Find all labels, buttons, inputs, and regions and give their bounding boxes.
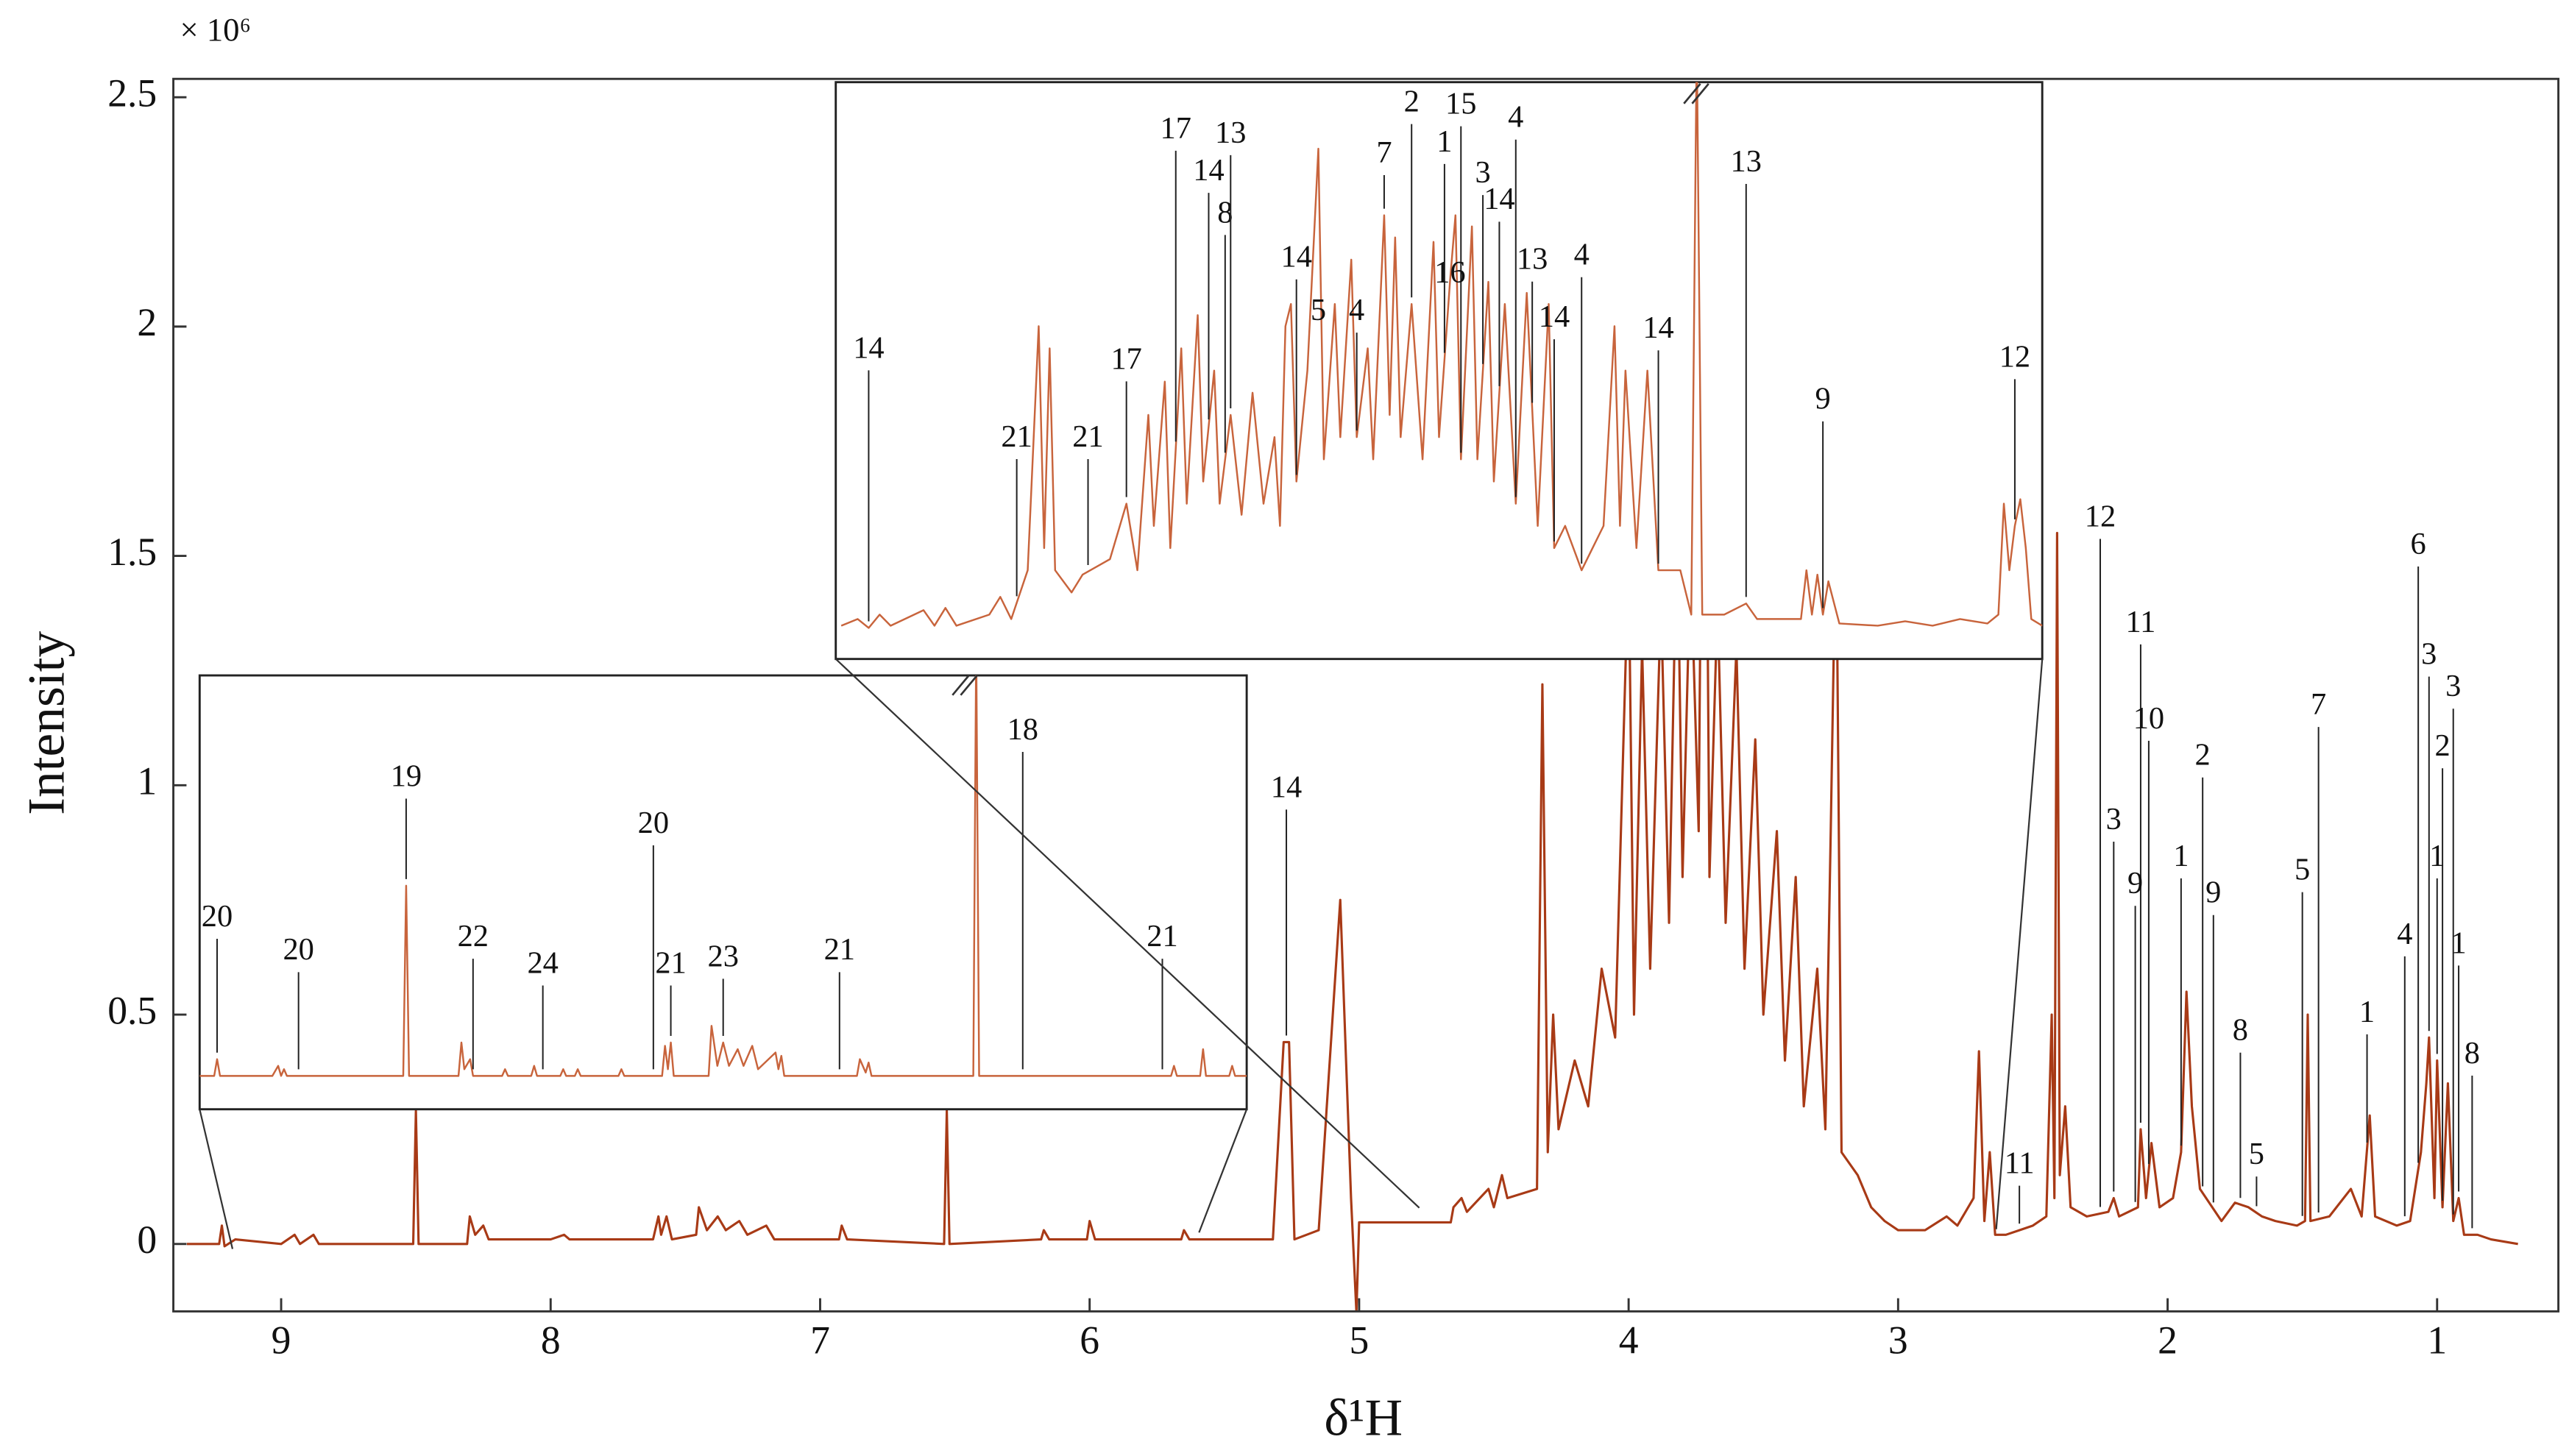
peak-label: 13 — [1215, 116, 1246, 150]
x-tick-label: 4 — [1619, 1318, 1639, 1362]
peak-label: 1 — [2429, 839, 2445, 873]
peak-label: 14 — [1280, 240, 1311, 274]
peak-label: 8 — [1217, 195, 1233, 230]
peak-label: 12 — [2085, 499, 2116, 533]
peak-label: 24 — [527, 945, 558, 980]
inset-connector — [1995, 658, 2044, 1229]
x-axis-label: δ¹H — [1324, 1389, 1403, 1447]
y-tick-label: 0 — [137, 1218, 157, 1262]
peak-label: 7 — [2311, 687, 2326, 722]
peak-label: 4 — [1349, 293, 1364, 327]
peak-label: 22 — [458, 919, 489, 953]
peak-label: 5 — [1311, 293, 1326, 327]
inset-box — [198, 674, 1248, 1111]
peak-label: 13 — [1731, 144, 1762, 179]
peak-label: 23 — [708, 939, 739, 973]
peak-label: 8 — [2233, 1013, 2248, 1048]
peak-label: 3 — [2445, 669, 2461, 703]
x-tick-label: 1 — [2427, 1318, 2447, 1362]
peak-label: 9 — [1815, 382, 1831, 416]
break-mark — [952, 675, 970, 696]
peak-label: 17 — [1110, 341, 1141, 376]
peak-label: 1 — [2173, 839, 2189, 873]
spectrum-line — [199, 675, 1247, 1077]
spectrum-line — [186, 141, 2518, 1312]
peak-label: 5 — [2249, 1137, 2264, 1171]
peak-label: 2 — [2195, 738, 2211, 773]
peak-label: 1 — [2359, 995, 2375, 1029]
y-tick-label: 0.5 — [107, 988, 157, 1032]
y-tick-label: 1.5 — [107, 530, 157, 574]
peak-label: 2 — [2434, 728, 2450, 763]
peak-label: 11 — [2126, 605, 2156, 639]
multiplier: × 10⁶ — [180, 11, 251, 48]
peak-label: 21 — [655, 945, 686, 980]
peak-label: 5 — [2295, 853, 2310, 887]
x-tick-label: 3 — [1888, 1318, 1908, 1362]
peak-label: 14 — [1539, 299, 1570, 334]
peak-label: 20 — [202, 899, 233, 934]
plot-frame — [172, 77, 2560, 1313]
peak-label: 14 — [1193, 153, 1224, 188]
x-tick-label: 5 — [1350, 1318, 1369, 1362]
peak-label: 20 — [283, 932, 313, 967]
peak-label: 9 — [2205, 876, 2221, 910]
spectrum-line — [840, 82, 2043, 629]
peak-label: 11 — [2005, 1146, 2035, 1181]
y-tick-label: 1 — [137, 759, 157, 803]
y-tick-label: 2 — [137, 300, 157, 344]
peak-label: 1 — [1436, 124, 1452, 159]
inset-connector — [1198, 1109, 1248, 1233]
peak-label: 3 — [2421, 637, 2437, 672]
x-tick-label: 8 — [541, 1318, 561, 1362]
peak-label: 21 — [1072, 419, 1103, 454]
x-tick-label: 9 — [272, 1318, 291, 1362]
peak-label: 14 — [1643, 310, 1673, 345]
peak-label: 10 — [2133, 701, 2164, 736]
break-mark — [1691, 83, 1709, 104]
peak-label: 7 — [1376, 135, 1392, 170]
peak-label: 4 — [1574, 238, 1590, 272]
inset-connector — [199, 1109, 234, 1249]
peak-label: 3 — [1475, 155, 1490, 190]
peak-label: 21 — [1147, 919, 1177, 953]
peak-label: 3 — [2106, 802, 2122, 837]
peak-label: 2 — [1404, 85, 1420, 119]
peak-label: 14 — [853, 330, 884, 365]
peak-label: 14 — [1271, 770, 1302, 804]
peak-label: 15 — [1445, 87, 1476, 121]
peak-label: 16 — [1434, 255, 1465, 290]
y-axis-label: Intensity — [18, 631, 76, 814]
peak-label: 8 — [2465, 1036, 2480, 1070]
peak-label: 21 — [1001, 419, 1032, 454]
inset-connector — [835, 658, 1420, 1209]
peak-label: 17 — [1161, 111, 1191, 146]
break-mark — [960, 675, 978, 696]
peak-label: 13 — [1517, 242, 1548, 277]
peak-label: 6 — [2411, 527, 2426, 561]
x-tick-label: 7 — [810, 1318, 830, 1362]
peak-label: 19 — [391, 759, 422, 793]
x-tick-label: 6 — [1080, 1318, 1099, 1362]
peak-label: 21 — [824, 932, 855, 967]
peak-label: 4 — [2397, 917, 2412, 951]
peak-label: 20 — [638, 806, 669, 840]
peak-label: 18 — [1007, 712, 1038, 747]
break-mark — [1683, 83, 1701, 104]
x-tick-label: 2 — [2158, 1318, 2178, 1362]
peak-label: 12 — [1999, 339, 2030, 374]
peak-label: 4 — [1508, 100, 1523, 135]
peak-label: 9 — [2127, 866, 2143, 901]
peak-label: 14 — [1484, 182, 1514, 216]
y-tick-label: 2.5 — [107, 71, 157, 115]
peak-label: 1 — [2451, 926, 2466, 960]
